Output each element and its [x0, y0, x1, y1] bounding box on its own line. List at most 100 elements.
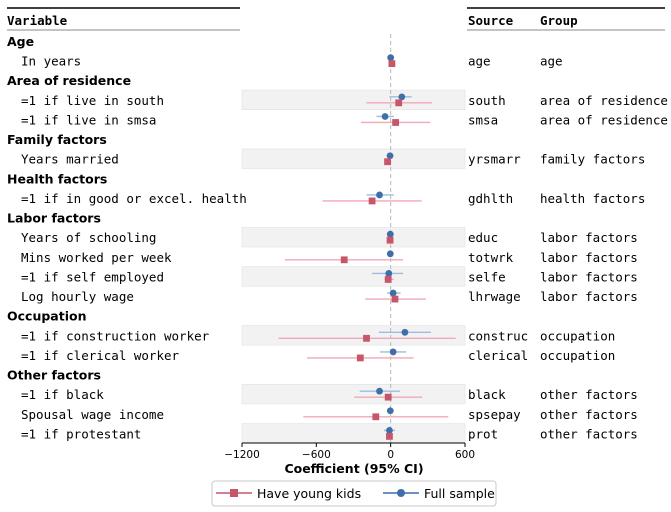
row-bands	[241, 89, 466, 444]
group-label: Occupation	[7, 309, 86, 324]
point-full-sample	[381, 113, 389, 120]
source-label: yrsmarr	[468, 152, 521, 167]
x-tick-label: 600	[455, 449, 475, 461]
x-tick-label: 0	[387, 449, 394, 461]
variable-label: =1 if clerical worker	[21, 348, 180, 363]
point-young-kids	[391, 295, 399, 303]
row-band	[241, 148, 466, 169]
group-value-label: occupation	[540, 348, 615, 363]
chart-marks	[278, 54, 456, 440]
source-label: spsepay	[468, 407, 521, 422]
legend-label-young: Have young kids	[257, 486, 361, 501]
group-value-label: occupation	[540, 328, 615, 343]
variable-label: Log hourly wage	[21, 289, 134, 304]
source-label: smsa	[468, 112, 498, 127]
point-young-kids	[384, 276, 392, 283]
group-value-label: health factors	[540, 191, 645, 206]
legend-marker-square	[230, 489, 238, 497]
point-full-sample	[386, 407, 394, 415]
source-label: totwrk	[468, 250, 514, 265]
x-tick-label: −1200	[224, 449, 260, 461]
legend-label-full: Full sample	[424, 486, 495, 501]
variable-label: Spousal wage income	[21, 407, 164, 422]
variable-label: =1 if construction worker	[21, 328, 210, 343]
point-young-kids	[384, 158, 391, 166]
row-band	[241, 266, 466, 287]
point-full-sample	[386, 250, 394, 258]
legend-marker-circle	[397, 489, 405, 497]
point-full-sample	[389, 289, 397, 297]
x-tick-label: −600	[302, 449, 331, 461]
point-young-kids	[388, 60, 396, 68]
source-label: gdhlth	[468, 191, 513, 206]
header-source: Source	[468, 13, 514, 28]
point-full-sample	[387, 54, 395, 62]
row-band	[241, 423, 466, 444]
point-full-sample	[386, 427, 393, 434]
source-label: clerical	[468, 348, 528, 363]
header-rules	[7, 7, 665, 31]
row-band	[241, 89, 466, 110]
variable-label: =1 if in good or excel. health	[21, 191, 247, 206]
point-young-kids	[363, 334, 370, 342]
source-label: age	[468, 54, 491, 69]
x-axis-label: Coefficient (95% CI)	[284, 461, 423, 476]
variable-label: Years married	[21, 152, 119, 167]
legend: Have young kids Full sample	[211, 480, 497, 507]
x-axis: −1200 −600 0 600	[224, 442, 475, 461]
header-group: Group	[540, 13, 578, 28]
row-band	[241, 384, 466, 405]
group-value-label: area of residence	[540, 112, 668, 127]
point-full-sample	[386, 230, 394, 238]
group-label: Area of residence	[7, 73, 131, 88]
legend-box	[211, 480, 497, 507]
source-label: black	[468, 387, 506, 402]
group-label: Health factors	[7, 171, 107, 186]
point-young-kids	[368, 197, 376, 205]
group-value-label: labor factors	[540, 289, 638, 304]
group-label: Other factors	[7, 368, 101, 383]
source-label: selfe	[468, 269, 506, 284]
source-label: construc	[468, 328, 528, 343]
point-young-kids	[392, 119, 400, 126]
group-value-label: area of residence	[540, 93, 668, 108]
group-label: Age	[7, 34, 34, 49]
group-value-label: other factors	[540, 387, 638, 402]
group-label: Labor factors	[7, 211, 101, 226]
point-full-sample	[398, 93, 406, 101]
variable-label: In years	[21, 54, 81, 69]
source-label: lhrwage	[468, 289, 521, 304]
variable-label: =1 if live in smsa	[21, 112, 156, 127]
variable-label: =1 if protestant	[21, 426, 141, 441]
point-full-sample	[376, 191, 383, 199]
group-label: Family factors	[7, 132, 107, 147]
variable-label: =1 if black	[21, 387, 104, 402]
variable-label: =1 if self employed	[21, 269, 164, 284]
variable-label: =1 if live in south	[21, 93, 164, 108]
row-band	[241, 325, 466, 346]
point-young-kids	[340, 256, 348, 264]
variable-label: Years of schooling	[21, 230, 156, 245]
row-band	[241, 227, 466, 248]
group-value-label: labor factors	[540, 269, 638, 284]
group-value-label: other factors	[540, 426, 638, 441]
header-variable: Variable	[7, 13, 68, 28]
source-label: south	[468, 93, 506, 108]
point-young-kids	[372, 413, 380, 421]
point-young-kids	[386, 433, 393, 440]
group-value-label: age	[540, 54, 563, 69]
point-full-sample	[376, 387, 383, 395]
point-young-kids	[386, 236, 394, 244]
group-value-label: family factors	[540, 152, 645, 167]
source-label: prot	[468, 426, 498, 441]
group-value-label: labor factors	[540, 250, 638, 265]
point-young-kids	[356, 354, 364, 362]
point-full-sample	[401, 328, 409, 336]
point-full-sample	[385, 270, 393, 277]
group-value-label: other factors	[540, 407, 638, 422]
point-full-sample	[389, 348, 397, 356]
source-label: educ	[468, 230, 498, 245]
point-young-kids	[395, 99, 403, 107]
group-value-label: labor factors	[540, 230, 638, 245]
